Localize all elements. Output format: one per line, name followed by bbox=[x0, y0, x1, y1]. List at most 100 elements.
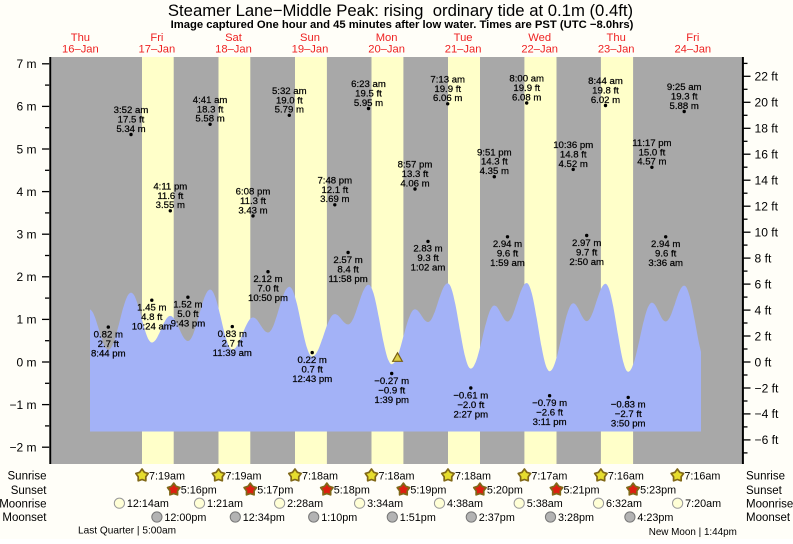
svg-text:Sun: Sun bbox=[300, 32, 320, 44]
svg-text:Thu: Thu bbox=[607, 32, 626, 44]
svg-text:7:20am: 7:20am bbox=[685, 498, 721, 510]
svg-text:9.7 ft: 9.7 ft bbox=[576, 247, 598, 258]
svg-text:0.82 m: 0.82 m bbox=[94, 329, 123, 340]
svg-text:20–Jan: 20–Jan bbox=[368, 43, 405, 55]
svg-text:Thu: Thu bbox=[71, 32, 90, 44]
svg-text:7:16am: 7:16am bbox=[684, 471, 720, 483]
svg-text:3 m: 3 m bbox=[16, 228, 36, 242]
svg-text:7:19am: 7:19am bbox=[149, 471, 185, 483]
svg-text:22–Jan: 22–Jan bbox=[521, 43, 558, 55]
svg-text:5.88 m: 5.88 m bbox=[670, 101, 699, 112]
svg-text:Sunset: Sunset bbox=[746, 485, 783, 497]
svg-text:3:52 am: 3:52 am bbox=[114, 105, 149, 116]
svg-text:1:21am: 1:21am bbox=[207, 498, 243, 510]
svg-text:Sunrise: Sunrise bbox=[746, 471, 785, 483]
svg-text:0 ft: 0 ft bbox=[755, 355, 772, 369]
svg-text:Moonset: Moonset bbox=[746, 512, 791, 524]
svg-text:8:44 pm: 8:44 pm bbox=[91, 348, 126, 359]
svg-text:7:18am: 7:18am bbox=[455, 471, 491, 483]
svg-text:10:36 pm: 10:36 pm bbox=[553, 140, 593, 151]
svg-text:19.9 ft: 19.9 ft bbox=[513, 83, 540, 94]
svg-text:6.02 m: 6.02 m bbox=[591, 95, 620, 106]
svg-text:−0.83 m: −0.83 m bbox=[611, 400, 646, 411]
svg-text:Image captured One hour and 45: Image captured One hour and 45 minutes a… bbox=[171, 19, 634, 31]
svg-text:5:18pm: 5:18pm bbox=[334, 485, 370, 497]
svg-text:18–Jan: 18–Jan bbox=[215, 43, 252, 55]
svg-text:8 ft: 8 ft bbox=[755, 251, 772, 265]
svg-text:0.7 ft: 0.7 ft bbox=[302, 364, 324, 375]
svg-text:−2 ft: −2 ft bbox=[755, 381, 780, 395]
svg-text:16 ft: 16 ft bbox=[755, 148, 779, 162]
svg-text:5 m: 5 m bbox=[16, 142, 36, 156]
svg-text:6 ft: 6 ft bbox=[755, 277, 772, 291]
svg-text:7:48 pm: 7:48 pm bbox=[317, 175, 352, 186]
svg-text:19.8 ft: 19.8 ft bbox=[592, 86, 619, 97]
svg-text:7:16am: 7:16am bbox=[608, 471, 644, 483]
svg-text:4.57 m: 4.57 m bbox=[637, 157, 666, 168]
svg-text:2.94 m: 2.94 m bbox=[493, 239, 522, 250]
svg-text:19–Jan: 19–Jan bbox=[292, 43, 329, 55]
svg-text:7:18am: 7:18am bbox=[302, 471, 338, 483]
svg-text:2.97 m: 2.97 m bbox=[572, 238, 601, 249]
svg-text:11:58 pm: 11:58 pm bbox=[328, 274, 367, 285]
svg-text:0 m: 0 m bbox=[16, 355, 36, 369]
svg-text:10 ft: 10 ft bbox=[755, 226, 779, 240]
svg-text:12 ft: 12 ft bbox=[755, 200, 779, 214]
svg-text:5.79 m: 5.79 m bbox=[275, 105, 304, 116]
svg-text:−1 m: −1 m bbox=[9, 398, 36, 412]
svg-text:24–Jan: 24–Jan bbox=[674, 43, 711, 55]
svg-text:18.3 ft: 18.3 ft bbox=[197, 104, 224, 115]
svg-text:−0.9 ft: −0.9 ft bbox=[378, 385, 405, 396]
svg-text:2 m: 2 m bbox=[16, 270, 36, 284]
svg-text:11.3 ft: 11.3 ft bbox=[240, 196, 266, 207]
svg-text:2.12 m: 2.12 m bbox=[253, 274, 282, 285]
svg-text:−0.27 m: −0.27 m bbox=[374, 376, 409, 387]
svg-text:1:51pm: 1:51pm bbox=[400, 512, 436, 524]
svg-text:0.83 m: 0.83 m bbox=[218, 329, 247, 340]
svg-text:22 ft: 22 ft bbox=[755, 70, 779, 84]
svg-text:2 ft: 2 ft bbox=[755, 329, 772, 343]
svg-text:5:38am: 5:38am bbox=[527, 498, 563, 510]
svg-text:3:50 pm: 3:50 pm bbox=[611, 419, 646, 430]
svg-text:8:44 am: 8:44 am bbox=[588, 76, 623, 87]
svg-text:4 m: 4 m bbox=[16, 185, 36, 199]
svg-text:20 ft: 20 ft bbox=[755, 96, 779, 110]
svg-text:−2 m: −2 m bbox=[9, 441, 36, 455]
svg-text:−0.61 m: −0.61 m bbox=[453, 390, 488, 401]
svg-text:3:28pm: 3:28pm bbox=[558, 512, 594, 524]
svg-text:6:23 am: 6:23 am bbox=[351, 79, 386, 90]
svg-text:3.55 m: 3.55 m bbox=[156, 200, 185, 211]
svg-text:11:17 pm: 11:17 pm bbox=[632, 138, 671, 149]
svg-text:1:10pm: 1:10pm bbox=[321, 512, 357, 524]
svg-text:−2.7 ft: −2.7 ft bbox=[615, 409, 642, 420]
svg-text:5:32 am: 5:32 am bbox=[272, 86, 307, 97]
svg-text:Tue: Tue bbox=[454, 32, 473, 44]
svg-text:4:11 pm: 4:11 pm bbox=[153, 181, 187, 192]
svg-text:12:00pm: 12:00pm bbox=[164, 512, 206, 524]
svg-text:19.3 ft: 19.3 ft bbox=[671, 92, 698, 103]
svg-text:13.3 ft: 13.3 ft bbox=[402, 169, 429, 180]
svg-text:6.08 m: 6.08 m bbox=[512, 92, 541, 103]
svg-text:17–Jan: 17–Jan bbox=[139, 43, 176, 55]
svg-text:−2.6 ft: −2.6 ft bbox=[536, 408, 563, 419]
svg-text:4.06 m: 4.06 m bbox=[400, 178, 429, 189]
svg-text:1 m: 1 m bbox=[16, 313, 36, 327]
svg-text:7:18am: 7:18am bbox=[379, 471, 415, 483]
svg-text:5.58 m: 5.58 m bbox=[195, 114, 224, 125]
svg-text:5.34 m: 5.34 m bbox=[116, 124, 145, 135]
svg-text:7:17am: 7:17am bbox=[531, 471, 567, 483]
svg-text:Moonrise: Moonrise bbox=[746, 498, 793, 510]
svg-text:11:39 am: 11:39 am bbox=[213, 348, 252, 359]
svg-text:12.1 ft: 12.1 ft bbox=[321, 185, 348, 196]
svg-text:1:02 am: 1:02 am bbox=[411, 263, 446, 274]
svg-text:9:51 pm: 9:51 pm bbox=[477, 147, 512, 158]
svg-text:2:27 pm: 2:27 pm bbox=[453, 409, 488, 420]
svg-text:2:28am: 2:28am bbox=[287, 498, 323, 510]
svg-text:5:17pm: 5:17pm bbox=[257, 485, 293, 497]
svg-text:14.3 ft: 14.3 ft bbox=[481, 157, 508, 168]
svg-text:15.0 ft: 15.0 ft bbox=[639, 147, 666, 158]
svg-text:2:37pm: 2:37pm bbox=[479, 512, 515, 524]
svg-text:Wed: Wed bbox=[528, 32, 551, 44]
svg-text:3.43 m: 3.43 m bbox=[238, 205, 267, 216]
svg-text:7:13 am: 7:13 am bbox=[430, 74, 465, 85]
